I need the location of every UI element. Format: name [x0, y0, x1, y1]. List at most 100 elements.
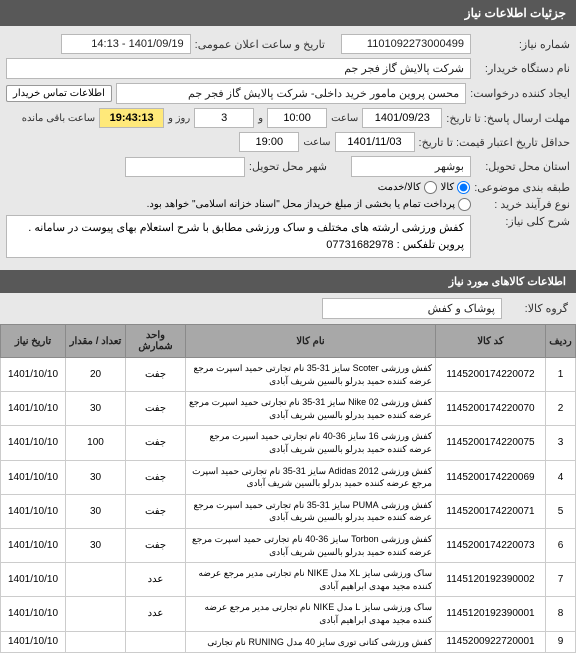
th-unit: واحد شمارش — [126, 325, 186, 358]
cell-code: 1145120192390001 — [436, 597, 546, 631]
deadline-time: 10:00 — [267, 108, 327, 128]
validity-time: 19:00 — [239, 132, 299, 152]
time-label-1: ساعت — [331, 113, 358, 124]
items-table: ردیف کد کالا نام کالا واحد شمارش تعداد /… — [0, 324, 576, 653]
cell-name: کفش ورزشی کتانی توری سایز 40 مدل RUNING … — [186, 631, 436, 653]
cell-unit: جفت — [126, 358, 186, 392]
buyer-value: شرکت پالایش گاز فجر جم — [6, 58, 471, 79]
table-row: 81145120192390001ساک ورزشی سایز L مدل NI… — [1, 597, 576, 631]
cell-qty — [66, 597, 126, 631]
countdown: 19:43:13 — [99, 108, 164, 128]
class-goods-radio[interactable] — [457, 181, 470, 194]
validity-date: 1401/11/03 — [335, 132, 415, 152]
cell-name: کفش ورزشی Torbon سایز 36-40 نام تجارتی ح… — [186, 528, 436, 562]
cell-qty: 100 — [66, 426, 126, 460]
desc-label: شرح کلی نیاز: — [475, 215, 570, 228]
cell-code: 1145200174220075 — [436, 426, 546, 460]
table-row: 71145120192390002ساک ورزشی سایز XL مدل N… — [1, 563, 576, 597]
table-row: 51145200174220071کفش ورزشی PUMA سایز 31-… — [1, 494, 576, 528]
cell-unit: عدد — [126, 597, 186, 631]
cell-code: 1145200922720001 — [436, 631, 546, 653]
cell-name: ساک ورزشی سایز L مدل NIKE نام تجارتی مدی… — [186, 597, 436, 631]
process-note: پرداخت تمام یا بخشی از مبلغ خریداز محل "… — [147, 199, 455, 210]
cell-code: 1145200174220070 — [436, 392, 546, 426]
and-label: و — [258, 113, 263, 124]
cell-unit: جفت — [126, 528, 186, 562]
cell-code: 1145200174220069 — [436, 460, 546, 494]
cell-qty: 30 — [66, 494, 126, 528]
table-row: 11145200174220072کفش ورزشی Scoter سایز 3… — [1, 358, 576, 392]
cell-name: کفش ورزشی 16 سایز 36-40 نام تجارتی حمید … — [186, 426, 436, 460]
days-value: 3 — [194, 108, 254, 128]
city-label: شهر محل تحویل: — [249, 160, 327, 173]
cell-n: 8 — [546, 597, 576, 631]
table-row: 61145200174220073کفش ورزشی Torbon سایز 3… — [1, 528, 576, 562]
th-date: تاریخ نیاز — [1, 325, 66, 358]
cell-date: 1401/10/10 — [1, 631, 66, 653]
announce-label: تاریخ و ساعت اعلان عمومی: — [195, 38, 325, 51]
process-label: نوع فرآیند خرید : — [475, 198, 570, 211]
contact-info-button[interactable]: اطلاعات تماس خریدار — [6, 85, 112, 102]
creator-label: ایجاد کننده درخواست: — [470, 87, 570, 100]
cell-name: ساک ورزشی سایز XL مدل NIKE نام تجارتی مد… — [186, 563, 436, 597]
class-label: طبقه بندی موضوعی: — [474, 181, 570, 194]
cell-name: کفش ورزشی Adidas 2012 سایز 31-35 نام تجا… — [186, 460, 436, 494]
class-service-radio[interactable] — [424, 181, 437, 194]
form-area: شماره نیاز: 1101092273000499 تاریخ و ساع… — [0, 26, 576, 270]
th-row: ردیف — [546, 325, 576, 358]
cell-n: 4 — [546, 460, 576, 494]
cell-unit: جفت — [126, 460, 186, 494]
validity-label: حداقل تاریخ اعتبار قیمت: تا تاریخ: — [419, 136, 570, 149]
cell-date: 1401/10/10 — [1, 426, 66, 460]
cell-name: کفش ورزشی PUMA سایز 31-35 نام تجارتی حمی… — [186, 494, 436, 528]
cell-date: 1401/10/10 — [1, 392, 66, 426]
cell-n: 3 — [546, 426, 576, 460]
cell-n: 7 — [546, 563, 576, 597]
deadline-date: 1401/09/23 — [362, 108, 442, 128]
cell-date: 1401/10/10 — [1, 563, 66, 597]
need-no-label: شماره نیاز: — [475, 38, 570, 51]
time-label-2: ساعت — [303, 137, 330, 148]
table-row: 21145200174220070کفش ورزشی Nike 02 سایز … — [1, 392, 576, 426]
cell-qty: 30 — [66, 460, 126, 494]
desc-value: کفش ورزشی ارشته های مختلف و ساک ورزشی مط… — [6, 215, 471, 258]
panel-title: جزئیات اطلاعات نیاز — [465, 6, 566, 20]
cell-qty — [66, 631, 126, 653]
class-service-text: کالا/خدمت — [378, 182, 421, 193]
th-name: نام کالا — [186, 325, 436, 358]
cell-qty: 30 — [66, 392, 126, 426]
cell-n: 6 — [546, 528, 576, 562]
table-row: 31145200174220075کفش ورزشی 16 سایز 36-40… — [1, 426, 576, 460]
remain-label: ساعت باقی مانده — [22, 113, 95, 124]
cell-code: 1145200174220071 — [436, 494, 546, 528]
cell-qty — [66, 563, 126, 597]
cell-code: 1145120192390002 — [436, 563, 546, 597]
cell-unit: جفت — [126, 426, 186, 460]
class-goods-text: کالا — [441, 182, 455, 193]
cell-n: 5 — [546, 494, 576, 528]
group-label: گروه کالا: — [508, 302, 568, 315]
cell-n: 9 — [546, 631, 576, 653]
cell-code: 1145200174220072 — [436, 358, 546, 392]
process-option[interactable]: پرداخت تمام یا بخشی از مبلغ خریداز محل "… — [147, 198, 471, 211]
process-radio[interactable] — [458, 198, 471, 211]
cell-code: 1145200174220073 — [436, 528, 546, 562]
cell-name: کفش ورزشی Scoter سایز 31-35 نام تجارتی ح… — [186, 358, 436, 392]
province-label: استان محل تحویل: — [475, 160, 570, 173]
items-section-header: اطلاعات کالاهای مورد نیاز — [0, 270, 576, 293]
class-goods-option[interactable]: کالا — [441, 181, 471, 194]
table-header-row: ردیف کد کالا نام کالا واحد شمارش تعداد /… — [1, 325, 576, 358]
class-service-option[interactable]: کالا/خدمت — [378, 181, 437, 194]
panel-header: جزئیات اطلاعات نیاز — [0, 0, 576, 26]
cell-unit: جفت — [126, 494, 186, 528]
announce-value: 1401/09/19 - 14:13 — [61, 34, 191, 54]
cell-date: 1401/10/10 — [1, 358, 66, 392]
cell-date: 1401/10/10 — [1, 528, 66, 562]
cell-date: 1401/10/10 — [1, 494, 66, 528]
table-row: 41145200174220069کفش ورزشی Adidas 2012 س… — [1, 460, 576, 494]
province-value: بوشهر — [351, 156, 471, 177]
cell-name: کفش ورزشی Nike 02 سایز 31-35 نام تجارتی … — [186, 392, 436, 426]
creator-value: محسن پروین مامور خرید داخلی- شرکت پالایش… — [116, 83, 466, 104]
city-value — [125, 157, 245, 177]
th-code: کد کالا — [436, 325, 546, 358]
